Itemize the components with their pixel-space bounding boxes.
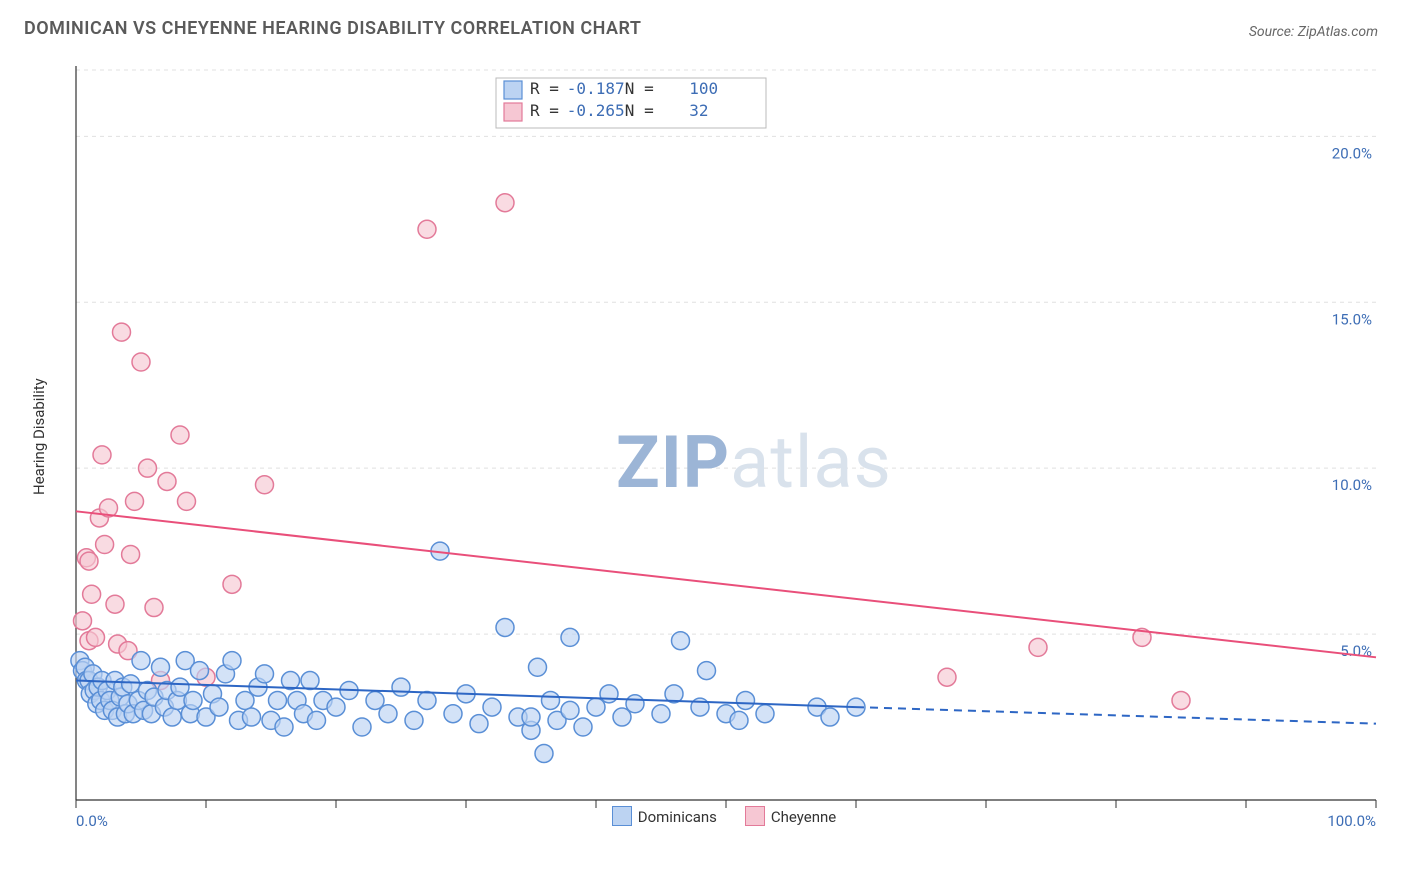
svg-text:100: 100	[689, 79, 718, 98]
legend-swatch	[745, 806, 765, 826]
legend-label: Dominicans	[638, 808, 717, 826]
chart-svg: 0.0%100.0%5.0%10.0%15.0%20.0%R = -0.187 …	[46, 60, 1386, 830]
svg-text:R =: R =	[530, 101, 559, 120]
chart-title: DOMINICAN VS CHEYENNE HEARING DISABILITY…	[24, 18, 642, 39]
svg-text:-0.265: -0.265	[567, 101, 625, 120]
svg-text:-0.187: -0.187	[567, 79, 625, 98]
legend-label: Cheyenne	[771, 808, 836, 826]
svg-text:N =: N =	[625, 79, 654, 98]
svg-text:N =: N =	[625, 101, 654, 120]
svg-text:32: 32	[689, 101, 708, 120]
y-axis-label: Hearing Disability	[30, 378, 48, 495]
series-legend: Dominicans Cheyenne	[46, 806, 1386, 826]
source-attribution: Source: ZipAtlas.com	[1249, 24, 1378, 40]
correlation-scatter-chart: 0.0%100.0%5.0%10.0%15.0%20.0%R = -0.187 …	[46, 60, 1386, 830]
svg-text:R =: R =	[530, 79, 559, 98]
svg-text:10.0%: 10.0%	[1332, 476, 1372, 494]
svg-text:20.0%: 20.0%	[1332, 144, 1372, 162]
svg-text:15.0%: 15.0%	[1332, 310, 1372, 328]
legend-swatch	[612, 806, 632, 826]
svg-text:5.0%: 5.0%	[1340, 642, 1372, 660]
